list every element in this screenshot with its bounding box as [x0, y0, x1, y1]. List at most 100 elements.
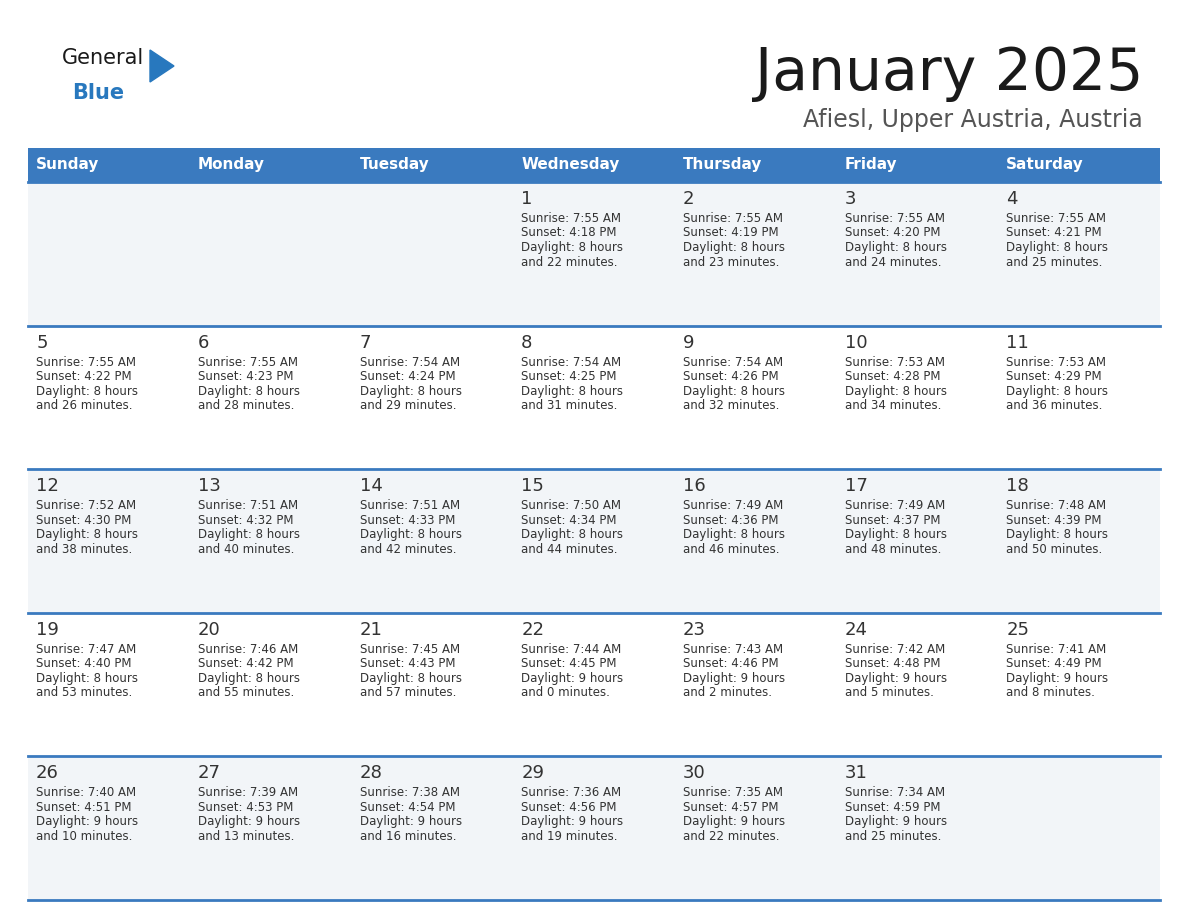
Text: Daylight: 8 hours: Daylight: 8 hours	[522, 241, 624, 254]
Text: Daylight: 9 hours: Daylight: 9 hours	[522, 815, 624, 828]
Text: Sunset: 4:45 PM: Sunset: 4:45 PM	[522, 657, 617, 670]
Text: Sunrise: 7:52 AM: Sunrise: 7:52 AM	[36, 499, 137, 512]
Text: Daylight: 8 hours: Daylight: 8 hours	[683, 241, 785, 254]
Bar	[352, 326, 513, 469]
Bar	[998, 613, 1159, 756]
Text: Thursday: Thursday	[683, 158, 763, 173]
Text: Sunrise: 7:55 AM: Sunrise: 7:55 AM	[683, 212, 783, 225]
Text: Daylight: 8 hours: Daylight: 8 hours	[36, 672, 138, 685]
Bar	[190, 148, 352, 182]
Text: Daylight: 9 hours: Daylight: 9 hours	[845, 672, 947, 685]
Bar	[513, 148, 675, 182]
Text: and 5 minutes.: and 5 minutes.	[845, 687, 934, 700]
Text: Sunset: 4:48 PM: Sunset: 4:48 PM	[845, 657, 940, 670]
Text: Sunset: 4:53 PM: Sunset: 4:53 PM	[197, 800, 293, 814]
Text: and 16 minutes.: and 16 minutes.	[360, 830, 456, 843]
Text: and 40 minutes.: and 40 minutes.	[197, 543, 295, 555]
Text: General: General	[62, 48, 144, 68]
Text: and 23 minutes.: and 23 minutes.	[683, 255, 779, 268]
Text: and 46 minutes.: and 46 minutes.	[683, 543, 779, 555]
Bar	[29, 148, 190, 182]
Text: 1: 1	[522, 190, 532, 208]
Text: and 8 minutes.: and 8 minutes.	[1006, 687, 1095, 700]
Text: Daylight: 8 hours: Daylight: 8 hours	[683, 385, 785, 397]
Text: Sunrise: 7:54 AM: Sunrise: 7:54 AM	[360, 355, 460, 369]
Text: Sunset: 4:51 PM: Sunset: 4:51 PM	[36, 800, 132, 814]
Text: 29: 29	[522, 765, 544, 782]
Text: Sunrise: 7:34 AM: Sunrise: 7:34 AM	[845, 787, 944, 800]
Text: Daylight: 9 hours: Daylight: 9 hours	[36, 815, 138, 828]
Text: Sunrise: 7:49 AM: Sunrise: 7:49 AM	[683, 499, 783, 512]
Text: Sunset: 4:28 PM: Sunset: 4:28 PM	[845, 370, 940, 383]
Bar	[190, 182, 352, 326]
Bar	[998, 148, 1159, 182]
Text: and 55 minutes.: and 55 minutes.	[197, 687, 295, 700]
Bar	[513, 469, 675, 613]
Text: Daylight: 9 hours: Daylight: 9 hours	[360, 815, 462, 828]
Text: 31: 31	[845, 765, 867, 782]
Text: Sunrise: 7:55 AM: Sunrise: 7:55 AM	[845, 212, 944, 225]
Text: and 57 minutes.: and 57 minutes.	[360, 687, 456, 700]
Bar	[352, 182, 513, 326]
Text: 25: 25	[1006, 621, 1029, 639]
Bar	[836, 469, 998, 613]
Text: 17: 17	[845, 477, 867, 495]
Bar	[29, 613, 190, 756]
Text: Sunset: 4:43 PM: Sunset: 4:43 PM	[360, 657, 455, 670]
Text: and 10 minutes.: and 10 minutes.	[36, 830, 132, 843]
Text: Sunset: 4:21 PM: Sunset: 4:21 PM	[1006, 227, 1102, 240]
Text: 12: 12	[36, 477, 59, 495]
Text: Sunset: 4:34 PM: Sunset: 4:34 PM	[522, 514, 617, 527]
Text: Sunrise: 7:54 AM: Sunrise: 7:54 AM	[522, 355, 621, 369]
Text: Sunset: 4:29 PM: Sunset: 4:29 PM	[1006, 370, 1102, 383]
Text: Sunset: 4:30 PM: Sunset: 4:30 PM	[36, 514, 132, 527]
Text: 23: 23	[683, 621, 706, 639]
Text: 18: 18	[1006, 477, 1029, 495]
Bar	[513, 613, 675, 756]
Bar	[352, 756, 513, 900]
Text: 5: 5	[36, 333, 48, 352]
Text: Sunrise: 7:48 AM: Sunrise: 7:48 AM	[1006, 499, 1106, 512]
Text: Sunrise: 7:46 AM: Sunrise: 7:46 AM	[197, 643, 298, 655]
Bar	[675, 182, 836, 326]
Text: and 25 minutes.: and 25 minutes.	[1006, 255, 1102, 268]
Text: 4: 4	[1006, 190, 1018, 208]
Text: 14: 14	[360, 477, 383, 495]
Text: Sunrise: 7:55 AM: Sunrise: 7:55 AM	[522, 212, 621, 225]
Text: Sunset: 4:37 PM: Sunset: 4:37 PM	[845, 514, 940, 527]
Text: and 2 minutes.: and 2 minutes.	[683, 687, 772, 700]
Text: Daylight: 8 hours: Daylight: 8 hours	[522, 385, 624, 397]
Text: Sunrise: 7:54 AM: Sunrise: 7:54 AM	[683, 355, 783, 369]
Text: 10: 10	[845, 333, 867, 352]
Text: and 22 minutes.: and 22 minutes.	[522, 255, 618, 268]
Text: and 31 minutes.: and 31 minutes.	[522, 399, 618, 412]
Text: Sunday: Sunday	[36, 158, 100, 173]
Text: 22: 22	[522, 621, 544, 639]
Text: 13: 13	[197, 477, 221, 495]
Text: Daylight: 8 hours: Daylight: 8 hours	[1006, 385, 1108, 397]
Text: Sunrise: 7:40 AM: Sunrise: 7:40 AM	[36, 787, 137, 800]
Bar	[675, 756, 836, 900]
Text: and 53 minutes.: and 53 minutes.	[36, 687, 132, 700]
Text: Daylight: 9 hours: Daylight: 9 hours	[197, 815, 299, 828]
Bar	[352, 469, 513, 613]
Text: Sunset: 4:59 PM: Sunset: 4:59 PM	[845, 800, 940, 814]
Text: Sunset: 4:40 PM: Sunset: 4:40 PM	[36, 657, 132, 670]
Text: Sunrise: 7:49 AM: Sunrise: 7:49 AM	[845, 499, 944, 512]
Text: 30: 30	[683, 765, 706, 782]
Text: Tuesday: Tuesday	[360, 158, 429, 173]
Text: Daylight: 9 hours: Daylight: 9 hours	[845, 815, 947, 828]
Text: Sunrise: 7:36 AM: Sunrise: 7:36 AM	[522, 787, 621, 800]
Text: 20: 20	[197, 621, 221, 639]
Text: Sunrise: 7:42 AM: Sunrise: 7:42 AM	[845, 643, 944, 655]
Text: Sunset: 4:24 PM: Sunset: 4:24 PM	[360, 370, 455, 383]
Text: 9: 9	[683, 333, 695, 352]
Text: Sunset: 4:54 PM: Sunset: 4:54 PM	[360, 800, 455, 814]
Text: Friday: Friday	[845, 158, 897, 173]
Text: Sunset: 4:23 PM: Sunset: 4:23 PM	[197, 370, 293, 383]
Text: January 2025: January 2025	[754, 45, 1143, 102]
Text: and 22 minutes.: and 22 minutes.	[683, 830, 779, 843]
Text: Sunset: 4:46 PM: Sunset: 4:46 PM	[683, 657, 778, 670]
Polygon shape	[150, 50, 173, 82]
Text: Saturday: Saturday	[1006, 158, 1085, 173]
